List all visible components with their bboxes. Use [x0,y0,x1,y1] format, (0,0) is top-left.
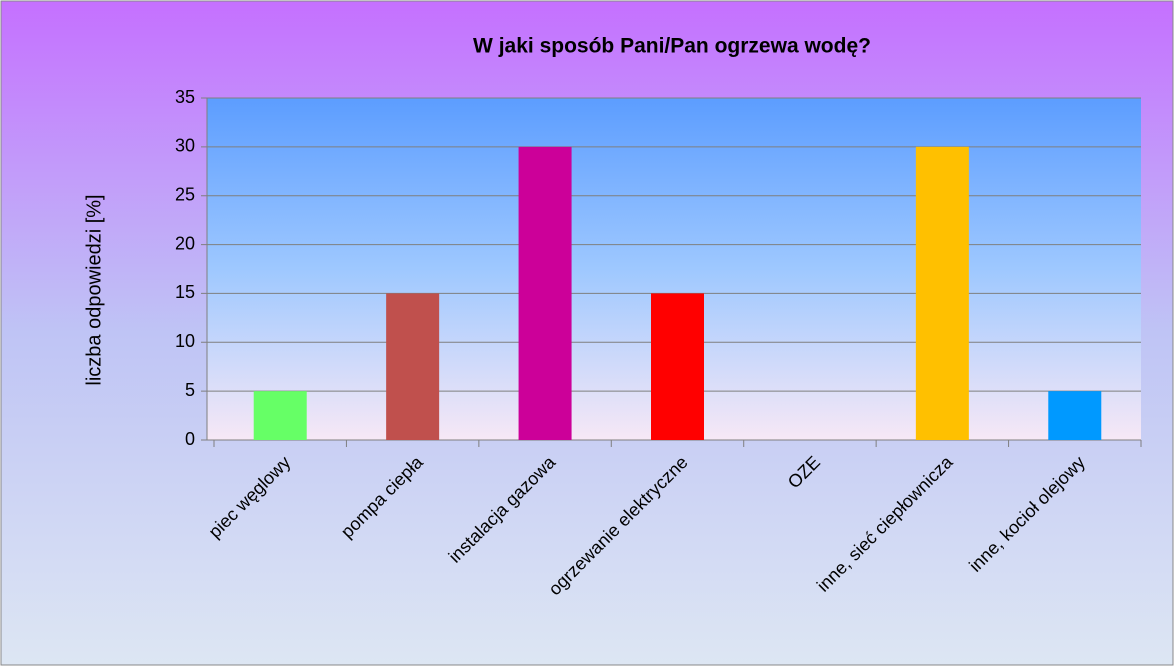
y-tick-label: 35 [175,87,195,107]
y-tick-label: 0 [185,429,195,449]
y-tick-label: 25 [175,184,195,204]
bar [386,293,440,440]
bar [915,146,969,440]
bar [253,391,307,440]
y-tick-label: 30 [175,136,195,156]
y-tick-label: 20 [175,233,195,253]
y-axis-label: liczba odpowiedzi [%] [83,194,105,385]
chart-title: W jaki sposób Pani/Pan ogrzewa wodę? [473,35,871,58]
bar [651,293,704,440]
y-tick-label: 15 [175,282,195,302]
y-tick-label: 5 [185,380,195,400]
bar [518,146,572,440]
bar [1048,391,1102,440]
y-tick-label: 10 [175,331,195,351]
